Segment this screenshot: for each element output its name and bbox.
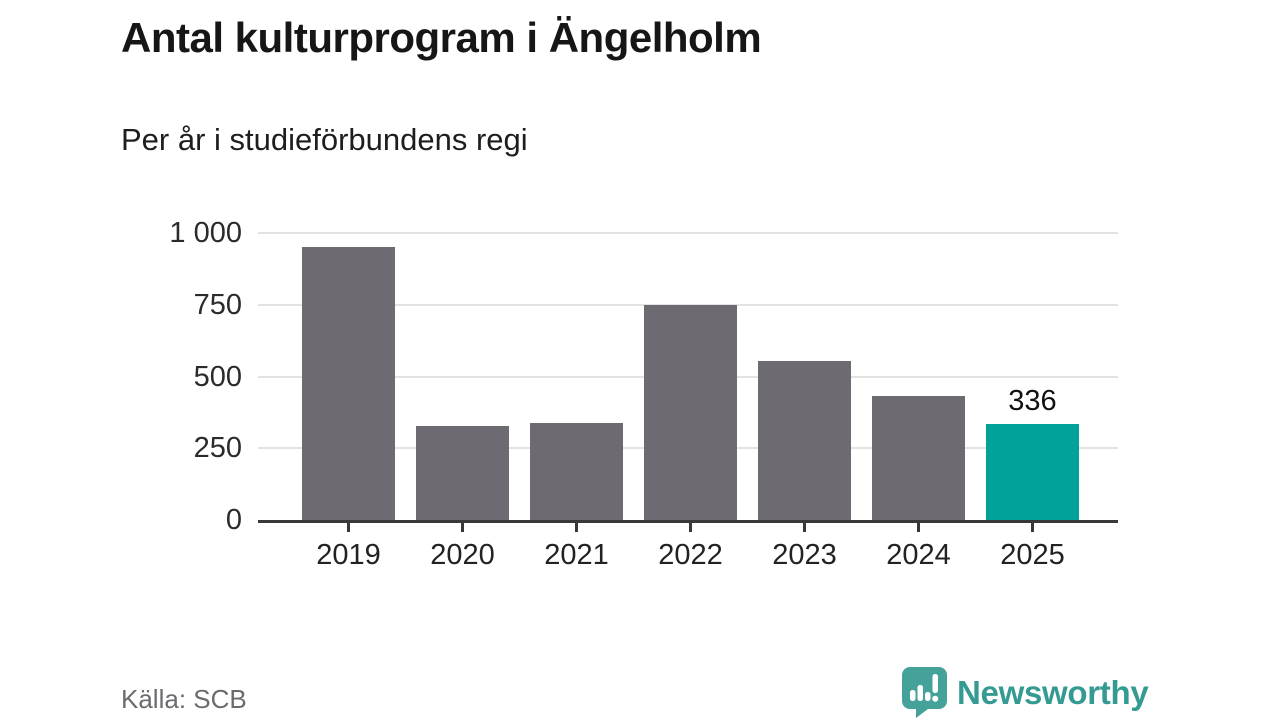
y-axis-tick-label: 0 [225, 504, 242, 536]
source-label: Källa: SCB [121, 684, 247, 714]
newsworthy-logo-icon [902, 667, 947, 718]
x-axis-tick [1031, 523, 1034, 532]
x-axis-tick-label: 2024 [886, 539, 951, 571]
y-axis-tick-label: 750 [193, 288, 242, 321]
y-axis-tick-label: 1 000 [169, 217, 242, 249]
bar-2021 [530, 423, 623, 520]
x-axis-tick [803, 523, 806, 532]
x-axis-tick-label: 2021 [544, 539, 609, 571]
bar-value-label: 336 [1008, 384, 1057, 417]
x-axis-tick-label: 2025 [1000, 539, 1065, 571]
x-axis-tick [689, 523, 692, 532]
x-axis-tick-label: 2023 [772, 539, 837, 571]
y-axis-tick-label: 500 [193, 360, 242, 393]
x-axis-tick [347, 523, 350, 532]
bar-2019 [302, 247, 395, 520]
chart-subtitle: Per år i studieförbundens regi [121, 122, 528, 157]
x-axis-tick [917, 523, 920, 532]
gridline [258, 232, 1118, 234]
bar-2025 [986, 423, 1079, 520]
bar-2020 [416, 426, 509, 520]
x-axis-tick [575, 523, 578, 532]
newsworthy-brand: Newsworthy [901, 666, 1149, 718]
brand-name: Newsworthy [957, 673, 1149, 711]
plot-area [258, 232, 1118, 523]
x-axis-tick [461, 523, 464, 532]
bar-2024 [872, 396, 965, 520]
bar-2022 [644, 304, 737, 520]
chart-title: Antal kulturprogram i Ängelholm [121, 14, 762, 61]
x-axis-tick-label: 2022 [658, 539, 723, 571]
y-axis-tick-label: 250 [193, 432, 242, 465]
bar-2023 [758, 361, 851, 520]
x-axis-tick-label: 2019 [316, 539, 381, 571]
x-axis-tick-label: 2020 [430, 539, 495, 571]
